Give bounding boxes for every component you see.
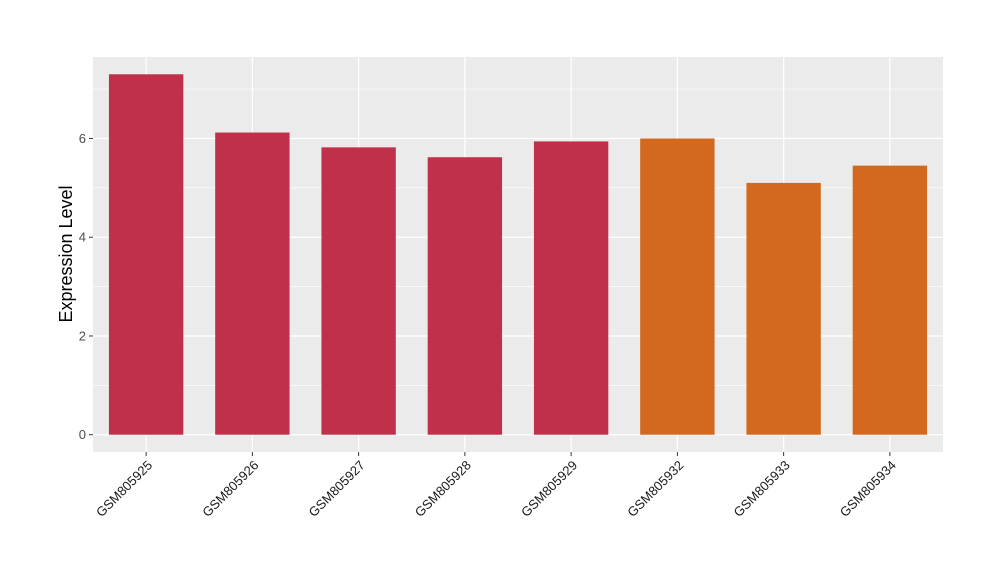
x-tick-label: GSM805929 — [518, 458, 580, 520]
x-tick-label: GSM805927 — [306, 458, 368, 520]
x-tick-label: GSM805932 — [624, 458, 686, 520]
x-tick-label: GSM805933 — [731, 458, 793, 520]
bar-GSM805932 — [640, 138, 715, 435]
y-axis-title: Expression Level — [56, 185, 76, 322]
x-axis: GSM805925 GSM805926 GSM805927 GSM805928 GSM8… — [93, 452, 899, 520]
x-tick-label: GSM805925 — [93, 458, 155, 520]
bar-GSM805934 — [852, 165, 928, 435]
bar-GSM805933 — [746, 182, 821, 435]
y-tick-label: 2 — [79, 328, 86, 343]
y-tick-label: 4 — [79, 230, 86, 245]
bar-GSM805925 — [108, 74, 184, 435]
y-tick-label: 6 — [79, 131, 86, 146]
x-tick-label: GSM805928 — [412, 458, 474, 520]
bar-GSM805926 — [215, 132, 290, 435]
y-axis: 0 2 4 6 — [79, 131, 93, 442]
bar-GSM805929 — [533, 141, 609, 435]
bar-GSM805927 — [321, 147, 396, 435]
x-tick-label: GSM805934 — [837, 458, 899, 520]
bar-GSM805928 — [427, 157, 503, 435]
x-tick-label: GSM805926 — [199, 458, 261, 520]
bars — [108, 74, 928, 435]
y-tick-label: 0 — [79, 427, 86, 442]
